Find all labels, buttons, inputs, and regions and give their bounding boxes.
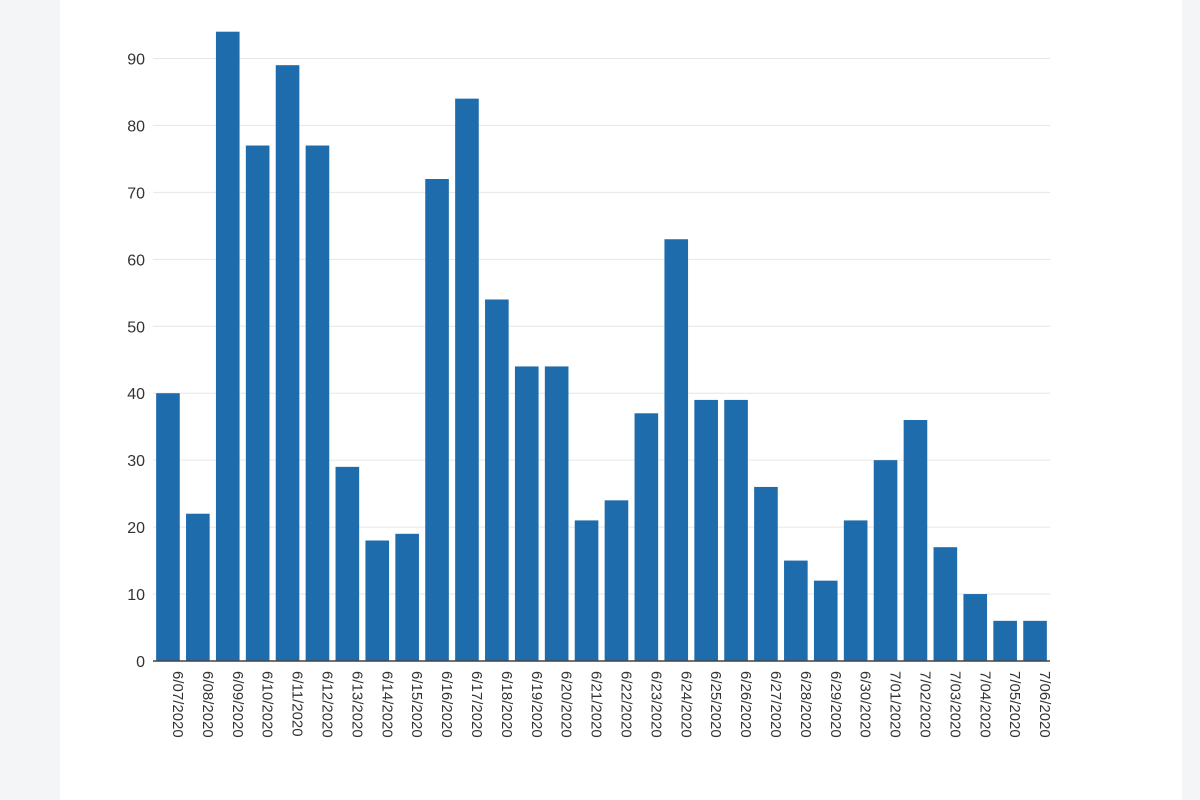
- x-tick-label: 7/06/2020: [1036, 671, 1053, 738]
- bar: [813, 580, 838, 661]
- bar: [275, 65, 300, 662]
- x-tick-label: 6/27/2020: [767, 671, 784, 738]
- x-tick-label: 6/14/2020: [378, 671, 395, 738]
- x-tick-label: 6/17/2020: [468, 671, 485, 738]
- bar: [873, 460, 898, 661]
- y-tick-label: 10: [127, 587, 145, 604]
- bar: [664, 239, 689, 662]
- bar: [514, 366, 539, 661]
- x-tick-label: 6/21/2020: [588, 671, 605, 738]
- x-tick-label: 6/28/2020: [797, 671, 814, 738]
- x-tick-label: 6/12/2020: [318, 671, 335, 738]
- x-tick-label: 7/05/2020: [1006, 671, 1023, 738]
- chart-panel: 0 10 20 30 40 50 60 70 80 90 6/07/2020 6/08/2020 6/…: [60, 0, 1182, 800]
- y-tick-label: 30: [127, 453, 145, 470]
- bar: [186, 513, 210, 661]
- x-tick-label: 6/07/2020: [169, 671, 186, 738]
- bar: [365, 540, 390, 661]
- y-tick-label: 40: [127, 386, 145, 403]
- x-tick-label: 6/29/2020: [827, 671, 844, 738]
- bar: [156, 393, 180, 661]
- x-tick-label: 6/30/2020: [857, 671, 874, 738]
- bar: [963, 594, 988, 661]
- y-tick-label: 50: [127, 319, 145, 336]
- bar: [455, 98, 479, 662]
- x-tick-label: 7/04/2020: [976, 671, 993, 738]
- bar: [485, 299, 509, 661]
- x-tick-label: 7/02/2020: [916, 671, 933, 738]
- bar: [574, 520, 599, 661]
- gridlines: [153, 57, 1050, 595]
- bar: [694, 399, 718, 661]
- x-axis-ticks: 6/07/2020 6/08/2020 6/09/2020 6/10/2020 6/11…: [169, 671, 1053, 738]
- y-tick-label: 70: [127, 185, 145, 202]
- y-tick-label: 20: [127, 520, 145, 537]
- bar: [544, 366, 569, 661]
- bars: [156, 31, 1047, 662]
- y-tick-label: 90: [127, 51, 145, 68]
- x-tick-label: 6/25/2020: [707, 671, 724, 738]
- bar: [634, 413, 659, 661]
- bar: [305, 145, 330, 662]
- bar: [933, 547, 958, 661]
- x-tick-label: 6/13/2020: [348, 671, 365, 738]
- bar: [754, 486, 778, 661]
- bar: [395, 533, 419, 661]
- bar: [724, 399, 748, 661]
- y-axis-ticks: 0 10 20 30 40 50 60 70 80 90: [127, 51, 145, 671]
- x-tick-label: 6/15/2020: [408, 671, 425, 738]
- x-tick-label: 6/16/2020: [438, 671, 455, 738]
- x-tick-label: 6/24/2020: [677, 671, 694, 738]
- x-tick-label: 7/01/2020: [887, 671, 904, 738]
- bar: [425, 178, 449, 661]
- y-tick-label: 0: [136, 654, 145, 671]
- x-tick-label: 6/09/2020: [229, 671, 246, 738]
- bar: [903, 419, 928, 661]
- bar: [245, 145, 270, 662]
- x-tick-label: 6/19/2020: [528, 671, 545, 738]
- bar: [335, 466, 360, 661]
- x-tick-label: 6/22/2020: [617, 671, 634, 738]
- bar: [843, 520, 868, 661]
- bar: [215, 31, 240, 661]
- bar: [993, 620, 1017, 661]
- bar: [604, 500, 629, 661]
- x-tick-label: 6/11/2020: [289, 671, 306, 737]
- x-tick-label: 6/26/2020: [737, 671, 754, 738]
- x-tick-label: 7/03/2020: [946, 671, 963, 738]
- x-tick-label: 6/20/2020: [558, 671, 575, 738]
- x-tick-label: 6/18/2020: [498, 671, 515, 738]
- x-tick-label: 6/08/2020: [199, 671, 216, 738]
- y-tick-label: 60: [127, 252, 145, 269]
- x-tick-label: 6/10/2020: [259, 671, 276, 738]
- y-tick-label: 80: [127, 118, 145, 135]
- x-tick-label: 6/23/2020: [647, 671, 664, 738]
- bar: [1023, 620, 1047, 661]
- bar: [784, 560, 808, 661]
